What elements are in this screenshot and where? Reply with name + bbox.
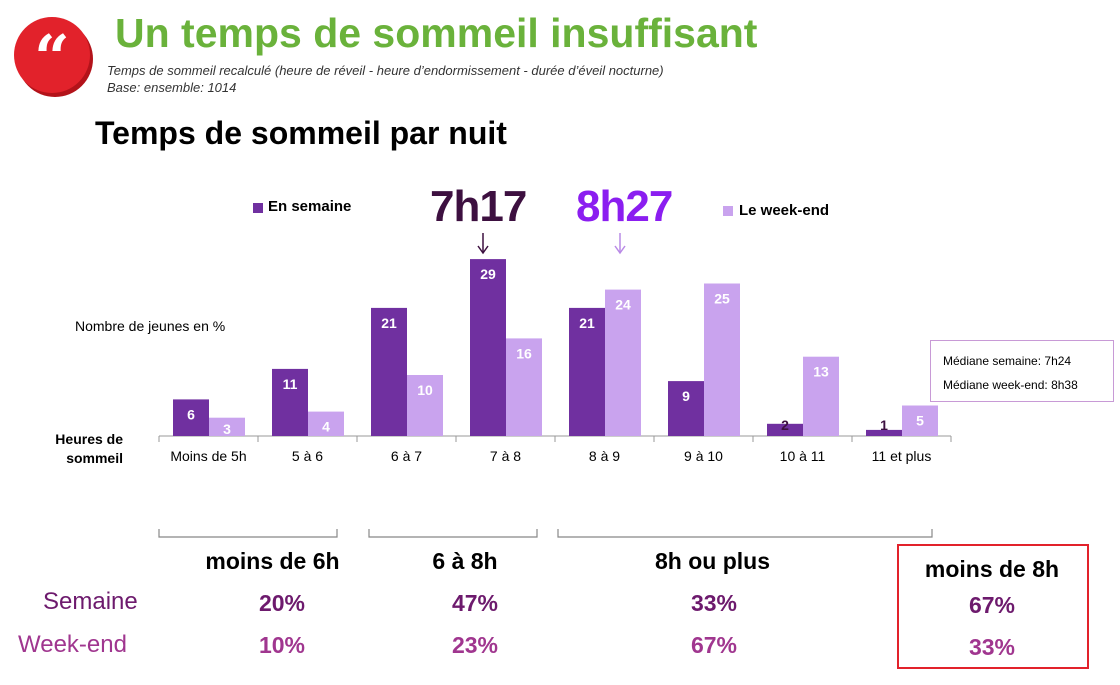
data-label: 6 (187, 406, 195, 422)
pct-weekday-under-8h: 67% (968, 592, 1016, 618)
data-label: 10 (417, 382, 433, 398)
bar-weekend (803, 356, 839, 436)
legend-swatch-weekday (253, 203, 263, 213)
pct-weekday-6-8h: 47% (451, 590, 499, 616)
data-label: 4 (322, 419, 330, 435)
bar-weekend (209, 417, 245, 436)
bar-weekday (767, 423, 803, 436)
x-tick-label: 5 à 6 (292, 448, 323, 464)
data-label: 24 (615, 297, 631, 313)
base-note: Base: ensemble: 1014 (107, 80, 237, 95)
x-tick-label: 6 à 7 (391, 448, 422, 464)
data-label: 11 (283, 376, 298, 392)
quote-icon: “ (14, 17, 90, 93)
bar-weekday (668, 381, 704, 436)
x-tick-label: 7 à 8 (490, 448, 521, 464)
x-tick-label: 11 et plus (872, 448, 932, 464)
median-weekday-big: 7h17 (430, 182, 527, 231)
data-label: 13 (813, 364, 829, 380)
bracket-8h-plus (557, 529, 933, 538)
x-tick-label: 9 à 10 (684, 448, 723, 464)
pct-weekend-under-8h: 33% (968, 634, 1016, 660)
arrow-weekend-median-head (614, 245, 626, 255)
data-label: 1 (880, 417, 888, 433)
row-label-weekday: Semaine (43, 588, 138, 615)
legend-label-weekend: Le week-end (739, 202, 830, 219)
data-label: 21 (579, 315, 595, 331)
x-tick-label: 8 à 9 (589, 448, 620, 464)
pct-weekend-under-6h: 10% (258, 632, 306, 658)
legend-swatch-weekend (723, 206, 733, 216)
bracket-under-6h (158, 529, 338, 538)
data-label: 3 (223, 421, 231, 437)
median-box: Médiane semaine: 7h24 Médiane week-end: … (930, 340, 1114, 402)
bar-weekday (173, 399, 209, 436)
page-title: Un temps de sommeil insuffisant (115, 10, 758, 56)
data-label: 9 (682, 388, 690, 404)
median-weekday-text: Médiane semaine: 7h24 (943, 354, 1072, 368)
bar-weekend (704, 283, 740, 436)
data-label: 16 (516, 345, 532, 361)
data-label: 21 (381, 315, 397, 331)
row-label-weekend: Week-end (18, 631, 127, 658)
data-label: 2 (781, 417, 789, 433)
bar-weekend (605, 289, 641, 436)
quote-glyph: “ (34, 21, 70, 94)
bar-weekend (506, 338, 542, 436)
bar-weekday (569, 307, 605, 436)
arrow-weekday-median-head (477, 245, 489, 255)
group-header-under-8h: moins de 8h (924, 556, 1060, 582)
pct-weekend-6-8h: 23% (451, 632, 499, 658)
method-note: Temps de sommeil recalculé (heure de rév… (107, 63, 664, 78)
legend-label-weekday: En semaine (268, 198, 352, 215)
group-header-under-6h: moins de 6h (205, 548, 340, 574)
bar-weekend (308, 411, 344, 436)
median-weekend-big: 8h27 (576, 182, 673, 231)
bar-weekend (902, 405, 938, 436)
bar-weekday (272, 368, 308, 436)
y-axis-label: Nombre de jeunes en % (75, 318, 226, 334)
data-label: 29 (480, 266, 496, 282)
bar-weekday (866, 429, 902, 436)
data-label: 25 (714, 291, 730, 307)
x-tick-label: Moins de 5h (170, 448, 246, 464)
bar-weekday (371, 307, 407, 436)
bar-weekday (470, 259, 506, 436)
highlight-box-under-8h (897, 544, 1089, 669)
chart-title: Temps de sommeil par nuit (95, 115, 507, 151)
group-header-8h-plus: 8h ou plus (655, 548, 770, 574)
pct-weekend-8h-plus: 67% (690, 632, 738, 658)
median-weekend-text: Médiane week-end: 8h38 (943, 378, 1078, 392)
pct-weekday-under-6h: 20% (258, 590, 306, 616)
data-label: 5 (916, 413, 924, 429)
pct-weekday-8h-plus: 33% (690, 590, 738, 616)
x-tick-label: 10 à 11 (780, 448, 826, 464)
group-header-6-8h: 6 à 8h (432, 548, 498, 574)
bracket-6-8h (368, 529, 538, 538)
x-axis-label: Heures de sommeil (55, 431, 123, 466)
bar-weekend (407, 375, 443, 436)
